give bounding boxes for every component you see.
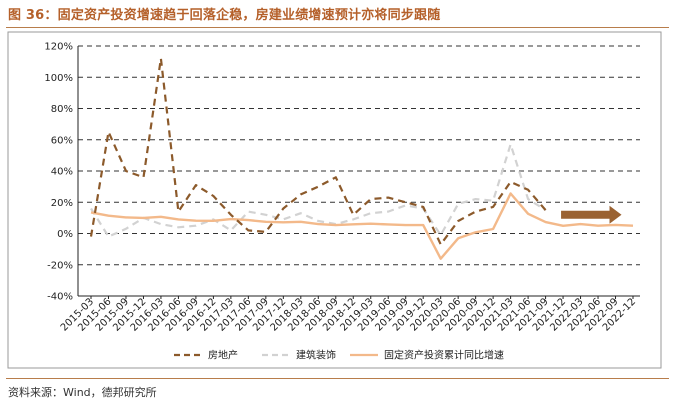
y-tick-label: 40% xyxy=(51,167,73,178)
y-tick-label: -40% xyxy=(47,292,73,303)
legend-fixed-asset-label: 固定资产投资累计同比增速 xyxy=(384,349,504,362)
axes xyxy=(77,46,640,297)
grid-lines xyxy=(78,45,640,266)
footer-divider xyxy=(6,378,669,379)
chart-title: 图 36：固定资产投资增速趋于回落企稳，房建业绩增速预计亦将同步跟随 xyxy=(8,8,441,23)
legend-construction-label: 建筑装饰 xyxy=(296,349,336,362)
trend-arrow-shape xyxy=(561,205,622,224)
source-note: 资料来源：Wind，德邦研究所 xyxy=(8,386,157,399)
legend-real-estate-label: 房地产 xyxy=(208,349,238,362)
x-axis-ticks: 2015-032015-062015-092015-122016-032016-… xyxy=(59,296,638,334)
chart-border xyxy=(7,31,662,369)
y-tick-label: -20% xyxy=(47,260,73,271)
y-tick-label: 120% xyxy=(44,42,73,53)
legend: 房地产 建筑装饰 固定资产投资累计同比增速 xyxy=(174,349,504,362)
y-tick-label: 20% xyxy=(51,198,73,209)
y-tick-label: 60% xyxy=(51,135,73,146)
title-divider xyxy=(6,27,669,28)
y-tick-label: 80% xyxy=(51,104,73,115)
y-tick-label: 0% xyxy=(57,229,73,240)
construction-line xyxy=(90,143,547,238)
real-estate-line xyxy=(89,57,547,246)
series-lines xyxy=(89,57,634,260)
y-axis-ticks: -40% -20% 0% 20% 40% 60% 80% 100% 120% xyxy=(44,42,73,303)
trend-arrow xyxy=(561,205,622,224)
line-chart: -40% -20% 0% 20% 40% 60% 80% 100% 120% 2015-0320… xyxy=(7,31,662,369)
y-tick-label: 100% xyxy=(44,73,73,84)
fixed-asset-line xyxy=(90,192,634,260)
